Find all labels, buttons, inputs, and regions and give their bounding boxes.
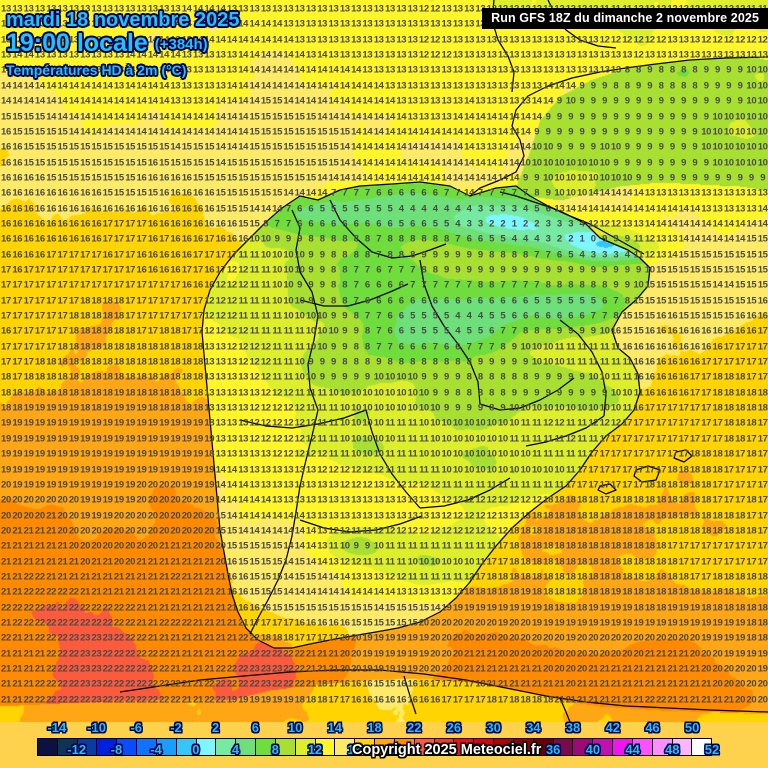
colorbar-tick-label: -2 [170, 720, 182, 735]
model-run-banner: Run GFS 18Z du dimanche 2 novembre 2025 [482, 8, 768, 29]
colorbar-tick-label: 44 [625, 742, 639, 757]
colorbar-tick-label: 6 [252, 720, 259, 735]
colorbar-tick-label: 50 [685, 720, 699, 735]
temperature-map[interactable]: 13 13 13 13 13 13 13 13 13 13 13 13 13 13 13 13 14 14 14 14… [0, 0, 768, 722]
colorbar-tick-label: 12 [308, 742, 322, 757]
colorbar-tick-label: 22 [407, 720, 421, 735]
colorbar-tick-label: 48 [665, 742, 679, 757]
colorbar-tick-label: 52 [705, 742, 719, 757]
colorbar-tick-label: 8 [272, 742, 279, 757]
colorbar-tick-label: -12 [67, 742, 86, 757]
colorbar-swatch [197, 739, 217, 755]
colorbar-tick-label: 36 [546, 742, 560, 757]
colorbar-tick-label: -10 [87, 720, 106, 735]
colorbar-tick-label: 42 [606, 720, 620, 735]
colorbar-tick-label: 18 [367, 720, 381, 735]
colorbar-tick-label: -6 [130, 720, 142, 735]
colorbar-tick-label: -4 [150, 742, 162, 757]
colorbar-swatch [276, 739, 296, 755]
colorbar-tick-label: 38 [566, 720, 580, 735]
colorbar-tick-label: 40 [586, 742, 600, 757]
colorbar-tick-label: 46 [645, 720, 659, 735]
colorbar-legend: -14 -10 -6 -2 2 6 10 14 18 22 26 30 34 38 42 46 50 -12 -8… [0, 716, 768, 768]
colorbar-tick-label: 34 [526, 720, 540, 735]
colorbar-tick-label: 2 [212, 720, 219, 735]
colorbar-swatch [236, 739, 256, 755]
colorbar-tick-label: 0 [192, 742, 199, 757]
colorbar-tick-label: 26 [447, 720, 461, 735]
colorbar-tick-label: 4 [232, 742, 239, 757]
colorbar-swatch [38, 739, 58, 755]
colorbar-tick-label: 14 [328, 720, 342, 735]
colorbar-tick-label: -8 [111, 742, 123, 757]
meteociel-map-screenshot: 13 13 13 13 13 13 13 13 13 13 13 13 13 13 13 13 14 14 14 14… [0, 0, 768, 768]
colorbar-tick-label: 30 [486, 720, 500, 735]
colorbar-tick-label: -14 [47, 720, 66, 735]
copyright-label: Copyright 2025 Meteociel.fr [352, 742, 541, 758]
temperature-field-raster [0, 0, 768, 722]
colorbar-tick-label: 10 [288, 720, 302, 735]
